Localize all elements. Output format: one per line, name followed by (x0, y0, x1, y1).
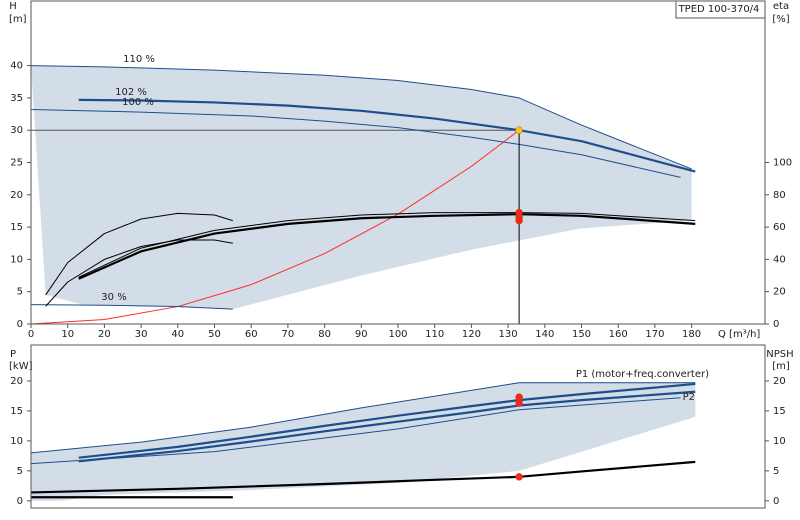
x-tick-label: 90 (355, 329, 368, 340)
title-box (675, 0, 766, 19)
operating-range (31, 65, 692, 310)
y2-tick-label: 20 (773, 376, 786, 387)
curve-label: 110 % (123, 54, 155, 65)
curve (78, 98, 696, 173)
y2-tick-label: 15 (773, 406, 786, 417)
curve-label: 100 % (122, 97, 154, 108)
y-tick-label: 0 (17, 496, 23, 507)
y-tick-label: 25 (10, 158, 23, 169)
curve (45, 212, 233, 296)
curve (78, 212, 696, 278)
x-tick-label: 70 (282, 329, 295, 340)
operating-point (515, 399, 523, 407)
y2-tick-label: 20 (773, 287, 786, 298)
x-tick-label: 80 (318, 329, 331, 340)
chart-title: TPED 100-370/4 (678, 4, 760, 15)
curve (78, 213, 696, 280)
y2-tick-label: 10 (773, 436, 786, 447)
x-tick-label: 130 (499, 329, 518, 340)
y2-tick-label: 0 (773, 319, 779, 330)
y-tick-label: 40 (10, 61, 23, 72)
y-tick-label: 20 (10, 376, 23, 387)
y2-axis-unit: [%] (772, 14, 789, 25)
curve (30, 304, 233, 310)
y2-tick-label: 60 (773, 222, 786, 233)
curve (30, 460, 696, 494)
x-tick-label: 120 (462, 329, 481, 340)
y-tick-label: 5 (17, 466, 23, 477)
y-tick-label: 10 (10, 254, 23, 265)
y-tick-label: 30 (10, 125, 23, 136)
x-tick-label: 180 (682, 329, 701, 340)
x-tick-label: 160 (609, 329, 628, 340)
y-tick-label: 10 (10, 436, 23, 447)
y-axis-label: P (10, 349, 16, 360)
y-tick-label: 20 (10, 190, 23, 201)
y2-axis-unit: [m] (772, 361, 790, 372)
y2-tick-label: 5 (773, 466, 779, 477)
x-tick-label: 0 (28, 329, 34, 340)
x-tick-label: 50 (208, 329, 221, 340)
curve (45, 239, 233, 307)
y-tick-label: 35 (10, 93, 23, 104)
y-tick-label: 15 (10, 406, 23, 417)
x-tick-label: 150 (572, 329, 591, 340)
y-tick-label: 0 (17, 319, 23, 330)
curve (78, 390, 696, 463)
y-axis-label: H (9, 1, 17, 12)
y2-tick-label: 40 (773, 254, 786, 265)
curve (78, 382, 696, 459)
plot-frame (30, 344, 766, 509)
operating-point (515, 216, 523, 225)
curve (30, 382, 696, 454)
y2-axis-label: NPSH (766, 349, 793, 360)
curve (30, 129, 520, 325)
x-tick-label: 10 (61, 329, 74, 340)
operating-range (31, 382, 696, 501)
y-axis-unit: [kW] (9, 361, 33, 372)
curve-label: P1 (motor+freq.converter) (576, 369, 709, 380)
curve (30, 397, 681, 465)
y2-tick-label: 80 (773, 190, 786, 201)
curve (30, 109, 681, 178)
x-tick-label: 60 (245, 329, 258, 340)
curve (30, 65, 692, 170)
curve-label: 102 % (115, 87, 147, 98)
x-tick-label: 30 (135, 329, 148, 340)
y2-axis-label: eta (773, 1, 789, 12)
y-tick-label: 5 (17, 287, 23, 298)
x-axis-label: Q [m³/h] (718, 329, 760, 340)
y-tick-label: 15 (10, 222, 23, 233)
y-axis-unit: [m] (9, 14, 27, 25)
x-tick-label: 100 (388, 329, 407, 340)
x-tick-label: 20 (98, 329, 111, 340)
x-tick-label: 170 (645, 329, 664, 340)
x-tick-label: 40 (171, 329, 184, 340)
operating-point (515, 473, 523, 481)
operating-point (515, 126, 523, 134)
x-tick-label: 110 (425, 329, 444, 340)
curve-label: P2 (683, 392, 695, 403)
y2-tick-label: 0 (773, 496, 779, 507)
curve-label: 30 % (101, 292, 126, 303)
y2-tick-label: 100 (773, 158, 792, 169)
x-tick-label: 140 (535, 329, 554, 340)
